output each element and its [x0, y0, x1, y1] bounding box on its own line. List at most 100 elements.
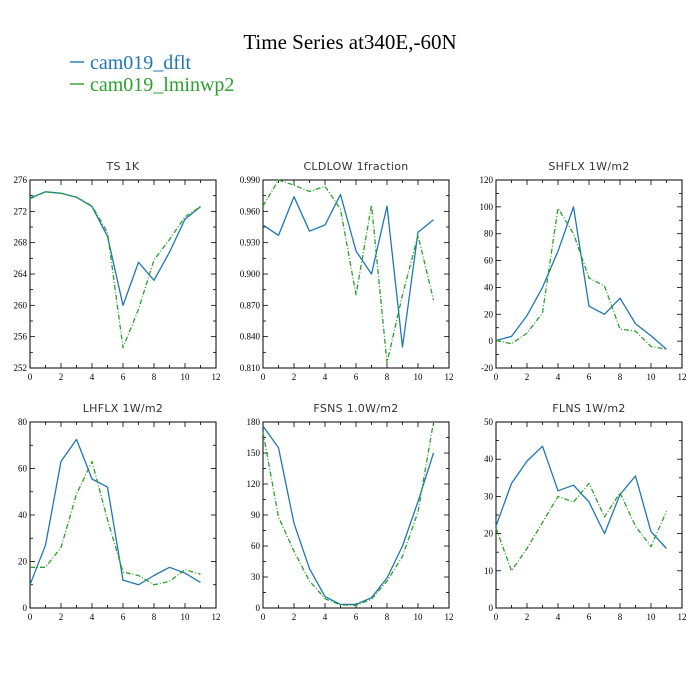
y-tick-label: 252: [14, 363, 28, 373]
x-tick-label: 4: [323, 372, 328, 382]
x-tick-label: 4: [90, 372, 95, 382]
y-tick-label: 0.960: [240, 206, 261, 216]
x-tick-label: 2: [59, 612, 64, 622]
x-tick-label: 10: [181, 372, 191, 382]
x-tick-label: 8: [385, 612, 390, 622]
x-tick-label: 10: [414, 612, 424, 622]
y-tick-label: 30: [251, 572, 261, 582]
y-tick-label: 40: [484, 454, 494, 464]
x-tick-label: 0: [494, 372, 499, 382]
x-tick-label: 0: [261, 612, 266, 622]
x-tick-label: 0: [28, 612, 33, 622]
chart-panel: TS 1K 0 2 4 6 8 10 12 252 256 260 264 268 272 276: [14, 160, 221, 382]
series-line: [30, 460, 201, 586]
y-tick-label: 0.810: [240, 363, 261, 373]
y-tick-label: 20: [484, 309, 494, 319]
chart-panel: CLDLOW 1fraction 0 2 4 6 8 10 12 0.810 0.840 0.870…: [240, 160, 454, 382]
y-tick-label: 80: [18, 417, 28, 427]
x-tick-label: 4: [556, 612, 561, 622]
x-tick-label: 6: [121, 372, 126, 382]
y-tick-label: 120: [480, 175, 494, 185]
figure-legend: cam019_dflt cam019_lminwp2: [70, 52, 234, 96]
y-tick-label: 40: [18, 510, 28, 520]
series-line: [495, 207, 667, 350]
y-tick-label: 0.900: [240, 269, 261, 279]
y-tick-label: 80: [484, 229, 494, 239]
y-tick-label: 20: [484, 529, 494, 539]
chart-title: LHFLX 1W/m2: [83, 402, 163, 415]
x-tick-label: 10: [181, 612, 191, 622]
y-tick-label: 272: [14, 206, 28, 216]
x-tick-label: 6: [587, 612, 592, 622]
x-tick-label: 12: [678, 372, 687, 382]
x-tick-label: 2: [292, 612, 297, 622]
x-tick-label: 8: [618, 372, 623, 382]
x-tick-label: 0: [494, 612, 499, 622]
y-tick-label: 0.870: [240, 300, 261, 310]
y-tick-label: 0.930: [240, 238, 261, 248]
x-tick-label: 2: [59, 372, 64, 382]
x-tick-label: 6: [587, 372, 592, 382]
legend-label: cam019_lminwp2: [90, 74, 234, 96]
y-tick-label: 60: [484, 256, 494, 266]
x-tick-label: 12: [212, 372, 221, 382]
legend-label: cam019_dflt: [90, 52, 192, 74]
x-tick-label: 2: [292, 372, 297, 382]
figure-title: Time Series at340E,-60N: [243, 30, 456, 54]
y-tick-label: 100: [480, 202, 494, 212]
y-tick-label: 50: [484, 417, 494, 427]
x-tick-label: 6: [121, 612, 126, 622]
series-line: [495, 482, 668, 572]
series-line: [29, 191, 201, 306]
x-tick-label: 4: [323, 612, 328, 622]
chart-title: SHFLX 1W/m2: [548, 160, 629, 173]
y-tick-label: 30: [484, 491, 494, 501]
x-tick-label: 12: [445, 612, 454, 622]
y-tick-label: 10: [484, 566, 494, 576]
x-tick-label: 6: [354, 612, 359, 622]
y-tick-label: 0.990: [240, 175, 261, 185]
x-tick-label: 0: [261, 372, 266, 382]
x-tick-label: 10: [647, 612, 657, 622]
chart-panel: FLNS 1W/m2 0 2 4 6 8 10 12 0 10 20 30 40 50: [484, 402, 687, 622]
y-tick-label: 276: [14, 175, 28, 185]
y-tick-label: 260: [14, 300, 28, 310]
legend-item: cam019_lminwp2: [70, 74, 234, 96]
series-line: [262, 193, 434, 348]
y-tick-label: 268: [14, 238, 28, 248]
x-tick-label: 2: [525, 612, 530, 622]
chart-panels: TS 1K0 2 4 6 8 10 12252256260264268272276CLDLO…: [14, 160, 687, 622]
series-line: [29, 438, 201, 586]
series-line: [262, 421, 435, 607]
y-tick-label: 60: [251, 541, 261, 551]
y-tick-label: 150: [247, 448, 261, 458]
x-tick-label: 12: [678, 612, 687, 622]
y-tick-label: 60: [18, 464, 28, 474]
x-tick-label: 2: [525, 372, 530, 382]
x-tick-label: 4: [90, 612, 95, 622]
x-tick-label: 8: [618, 612, 623, 622]
chart-title: FLNS 1W/m2: [552, 402, 625, 415]
x-tick-label: 8: [152, 372, 157, 382]
y-tick-label: 180: [247, 417, 261, 427]
x-tick-label: 0: [28, 372, 33, 382]
y-tick-label: 0: [489, 336, 494, 346]
y-tick-label: 0: [23, 603, 28, 613]
x-tick-label: 4: [556, 372, 561, 382]
chart-title: FSNS 1.0W/m2: [313, 402, 398, 415]
x-tick-label: 6: [354, 372, 359, 382]
x-tick-label: 8: [385, 372, 390, 382]
x-tick-label: 12: [212, 612, 221, 622]
y-tick-label: 0: [489, 603, 494, 613]
y-tick-label: 256: [14, 332, 28, 342]
chart-title: TS 1K: [106, 160, 140, 173]
x-tick-label: 8: [152, 612, 157, 622]
x-tick-label: 12: [445, 372, 454, 382]
series-line: [262, 179, 435, 364]
y-tick-label: 40: [484, 282, 494, 292]
y-tick-label: 20: [18, 557, 28, 567]
y-tick-label: 120: [247, 479, 261, 489]
